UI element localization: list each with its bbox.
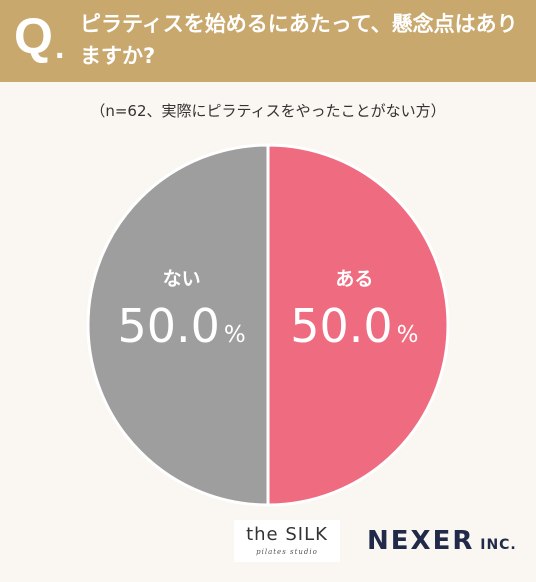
nexer-logo-sub: INC. bbox=[474, 537, 517, 553]
pie-labels: ある 50.0 % ない 50.0% bbox=[117, 268, 418, 353]
nexer-logo: NEXER INC. bbox=[367, 524, 517, 562]
sample-note: （n=62、実際にピラティスをやったことがない方） bbox=[90, 102, 446, 120]
pie-label-0: ある bbox=[335, 268, 373, 290]
question-text: ピラティスを始めるにあたって、懸念点はありますか? bbox=[80, 12, 518, 68]
pie-slice-1 bbox=[86, 143, 270, 507]
silk-logo-sub: pilates studio bbox=[256, 548, 318, 556]
pie-slices bbox=[86, 143, 450, 507]
silk-logo-main: the SILK bbox=[246, 524, 328, 545]
q-dot: . bbox=[55, 28, 65, 66]
pie-value-0: 50.0% bbox=[290, 299, 418, 353]
question-header: Q . ピラティスを始めるにあたって、懸念点はありますか? bbox=[0, 0, 536, 82]
the-silk-logo: the SILK pilates studio bbox=[234, 520, 340, 562]
pie-value-1: 50.0% bbox=[117, 299, 245, 353]
pie-label-1: ない bbox=[163, 268, 201, 290]
pie-slice-0 bbox=[266, 143, 450, 507]
q-mark: Q bbox=[14, 8, 53, 64]
nexer-logo-main: NEXER bbox=[367, 526, 475, 556]
